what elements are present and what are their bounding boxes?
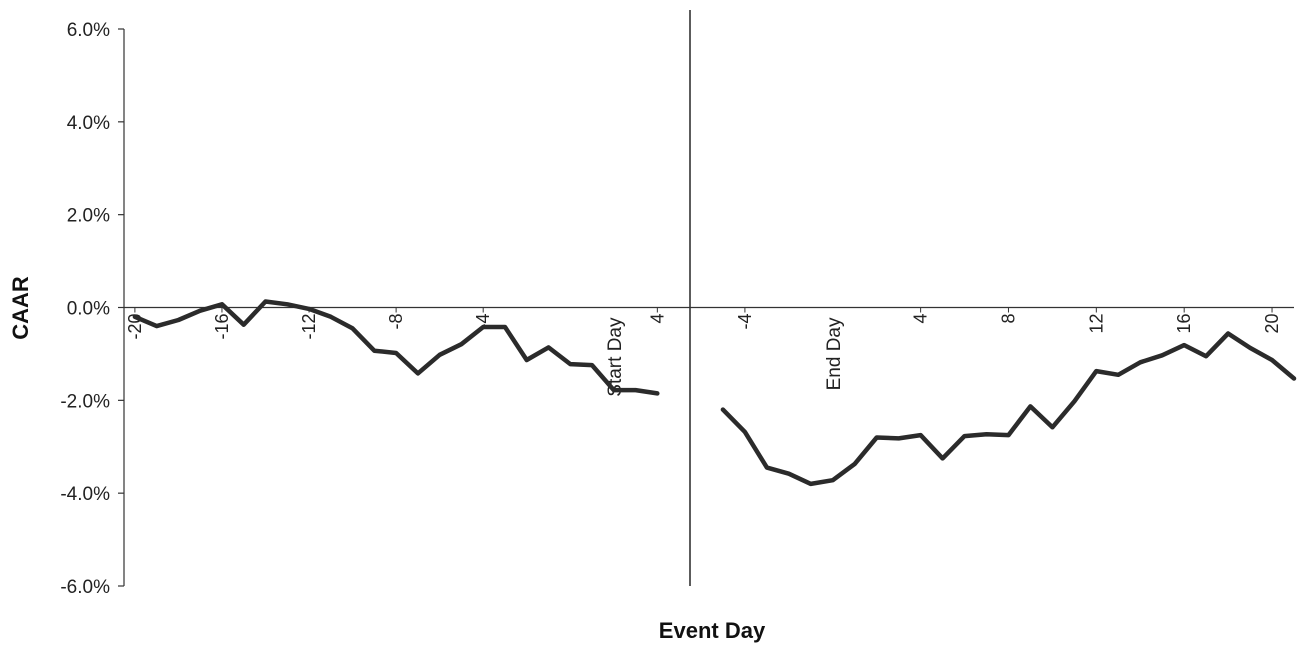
data-point <box>875 436 879 439</box>
data-point <box>1182 343 1186 347</box>
data-point <box>416 371 420 375</box>
data-point <box>220 302 224 306</box>
data-point <box>242 323 246 327</box>
data-point <box>809 482 813 486</box>
data-point <box>1292 377 1296 380</box>
data-point <box>853 462 857 466</box>
data-point <box>372 349 376 353</box>
data-point <box>547 345 550 349</box>
event-marker-label: Start Day <box>605 317 626 397</box>
data-point <box>1160 353 1164 357</box>
data-point <box>1116 373 1120 377</box>
series-lines <box>132 299 1297 487</box>
y-tick-label: 2.0% <box>67 206 110 227</box>
x-tick-label: -8 <box>386 314 406 330</box>
y-tick-label: 6.0% <box>67 20 110 41</box>
data-point <box>743 430 747 434</box>
x-axis-title: Event Day <box>659 618 766 643</box>
x-tick-label: 8 <box>998 313 1018 323</box>
data-point <box>721 408 725 412</box>
data-point <box>1204 354 1208 358</box>
data-point <box>1226 332 1230 335</box>
data-point <box>1072 399 1076 403</box>
data-point <box>612 388 616 392</box>
data-point <box>985 432 988 436</box>
data-point <box>568 362 572 366</box>
y-tick-label: 4.0% <box>67 113 110 134</box>
data-point <box>329 315 333 319</box>
data-point <box>176 318 180 322</box>
data-point <box>765 466 769 470</box>
data-point <box>351 326 355 330</box>
data-point <box>503 325 507 329</box>
data-point <box>438 353 442 357</box>
data-point <box>264 300 267 303</box>
data-point <box>307 307 311 311</box>
x-tick-label: 20 <box>1262 314 1282 334</box>
x-tick-label: 4 <box>647 314 667 324</box>
y-axis-ticks: 6.0% 4.0% 2.0% 0.0% -2.0% -4.0% -6.0% <box>60 20 124 598</box>
data-point <box>1270 358 1274 362</box>
y-tick-label: 0.0% <box>67 299 110 320</box>
y-tick-label: -6.0% <box>60 577 110 598</box>
data-point <box>1248 346 1252 350</box>
data-point <box>831 478 835 482</box>
x-tick-label: 4 <box>911 314 931 324</box>
x-tick-label: 12 <box>1086 314 1106 334</box>
data-point <box>1138 360 1142 364</box>
data-point <box>459 342 463 346</box>
event-marker-label: End Day <box>824 317 845 390</box>
data-point <box>394 351 398 355</box>
data-point <box>787 472 791 476</box>
axes <box>123 10 1294 586</box>
x-tick-label: -4 <box>735 314 755 330</box>
y-axis-title: CAAR <box>8 276 33 340</box>
data-point <box>285 302 289 306</box>
data-point <box>941 456 945 460</box>
y-tick-label: -4.0% <box>60 484 110 505</box>
data-point <box>481 325 485 329</box>
data-point <box>1050 425 1054 429</box>
data-point <box>963 434 966 438</box>
data-point <box>919 433 923 437</box>
data-point <box>133 315 137 319</box>
data-point <box>1007 433 1010 437</box>
data-point <box>198 309 202 313</box>
data-point <box>155 324 159 328</box>
event-markers: Start Day End Day <box>605 317 845 397</box>
x-tick-label: -16 <box>212 314 232 340</box>
data-point <box>655 391 659 395</box>
x-axis-ticks: -20 -16 -12 -8 -4 4 -4 4 8 12 16 20 <box>125 307 1282 340</box>
data-point <box>1094 369 1098 373</box>
x-tick-label: 16 <box>1174 314 1194 334</box>
data-point <box>634 388 638 392</box>
data-point <box>1028 404 1032 408</box>
data-point <box>525 358 529 362</box>
y-tick-label: -2.0% <box>60 391 110 412</box>
data-point <box>897 436 901 440</box>
x-tick-label: -12 <box>299 314 319 340</box>
series-line-post <box>720 331 1297 487</box>
data-point <box>590 363 594 367</box>
